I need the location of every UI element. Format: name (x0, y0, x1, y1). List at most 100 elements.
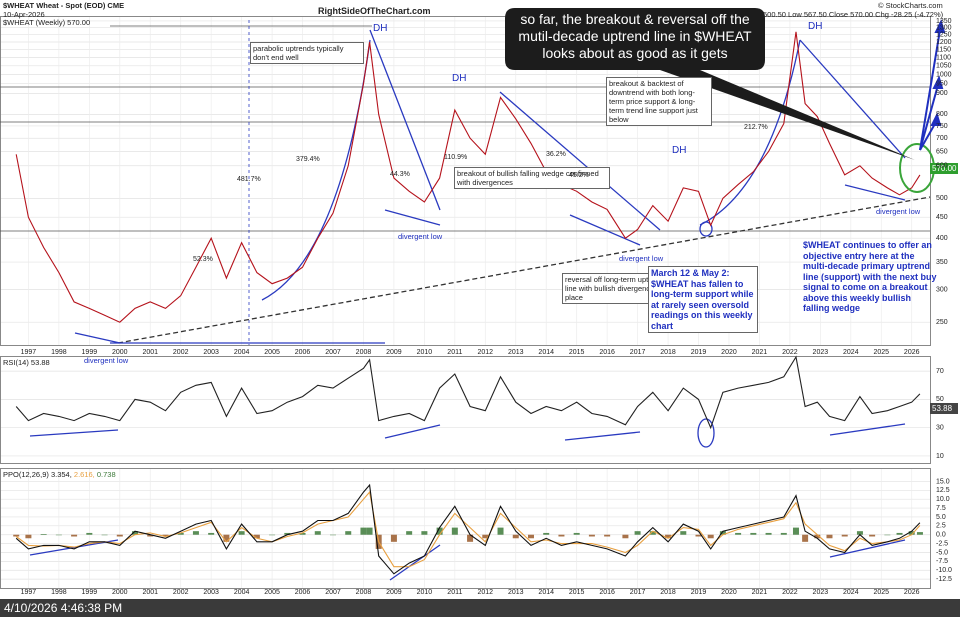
x-tick-label: 2022 (782, 589, 798, 596)
histogram-bar (366, 527, 373, 535)
circle-mark (699, 221, 713, 237)
annotation: 44.3% (390, 171, 410, 178)
x-tick-label: 2011 (447, 589, 462, 596)
y-tick-label: 450 (936, 214, 948, 221)
histogram-bar (665, 534, 672, 539)
annotation: divergent low (876, 207, 921, 216)
x-tick-label: 2004 (234, 349, 250, 356)
y-tick-label: 350 (936, 259, 948, 266)
y-tick-label: 1200 (936, 39, 952, 46)
x-tick-label: 2009 (386, 349, 402, 356)
histogram-bar (856, 531, 863, 535)
x-tick-label: 2019 (691, 589, 707, 596)
histogram-bar (253, 534, 260, 539)
x-tick-label: 2020 (721, 589, 737, 596)
histogram-bar (802, 534, 809, 542)
x-tick-label: 2025 (873, 589, 889, 596)
x-tick-label: 2001 (142, 349, 158, 356)
histogram-bar (497, 527, 504, 535)
header-title: $WHEAT Wheat - Spot (EOD) CME (3, 1, 125, 10)
rsi-trend (829, 423, 906, 436)
trend-line (569, 214, 641, 246)
legend-value: 2.616, (73, 470, 95, 479)
x-tick-label: 2000 (112, 349, 128, 356)
x-tick-label: 1999 (82, 349, 98, 356)
x-tick-label: 1997 (21, 589, 37, 596)
y-tick-label: 15.0 (936, 478, 950, 485)
target-arrows (919, 19, 946, 151)
x-tick-label: 2011 (447, 349, 462, 356)
x-tick-label: 2004 (234, 589, 250, 596)
x-tick-label: 2017 (630, 589, 646, 596)
y-tick-label: 900 (936, 90, 948, 97)
x-tick-label: 2020 (721, 349, 737, 356)
histogram-bar (588, 534, 595, 537)
series-line (15, 490, 921, 568)
y-tick-label: 70 (936, 368, 944, 375)
parabola (261, 39, 371, 301)
annotation: divergent low (84, 356, 129, 365)
x-tick-label: 2013 (508, 589, 524, 596)
y-tick-label: 10.0 (936, 496, 950, 503)
x-tick-label: 2014 (538, 349, 554, 356)
histogram-bar (750, 532, 757, 535)
trend-line (384, 209, 441, 226)
histogram-bar (916, 532, 923, 535)
histogram-bar (314, 531, 321, 535)
arrow (919, 121, 937, 151)
y-tick-label: -2.5 (936, 540, 948, 547)
data-layer (13, 31, 923, 575)
series-line (15, 31, 921, 323)
x-tick-label: 2016 (599, 349, 615, 356)
x-tick-label: 2023 (813, 589, 829, 596)
histogram-bar (634, 531, 641, 535)
histogram-bar (13, 534, 20, 537)
histogram-bar (735, 532, 742, 535)
y-tick-label: 400 (936, 235, 948, 242)
trend-line (844, 184, 906, 201)
annotation: so far, the breakout & reversal off the … (518, 11, 752, 61)
circle-mark (697, 418, 715, 448)
histogram-bar (814, 534, 821, 539)
y-tick-label: -5.0 (936, 549, 948, 556)
histogram-bar (436, 527, 443, 535)
rsi-marker-box (930, 403, 958, 414)
annotation: 52.3% (193, 256, 213, 263)
rsi-trend (29, 429, 119, 437)
parabola (699, 39, 801, 226)
histogram-bar (132, 531, 139, 535)
footer: 4/10/2026 4:46:38 PM (0, 599, 960, 617)
y-tick-label: 600 (936, 163, 948, 170)
histogram-bar (826, 534, 833, 539)
histogram-bar (680, 531, 687, 535)
arrow-head (930, 112, 942, 126)
x-tick-label: 2018 (660, 349, 676, 356)
y-tick-label: 2.5 (936, 523, 946, 530)
annotation: 481.7% (237, 176, 261, 183)
y-tick-label: 0.0 (936, 532, 946, 539)
legend-value: 0.738 (96, 470, 116, 479)
histogram-bar (841, 534, 848, 537)
ppo-panel (0, 468, 931, 589)
y-tick-label: 1050 (936, 63, 952, 70)
histogram-bar (269, 534, 276, 536)
histogram-bar (451, 527, 458, 535)
histogram-bar (223, 534, 230, 542)
histogram-bar (792, 527, 799, 535)
y-tick-label: 12.5 (936, 487, 950, 494)
x-tick-label: 2001 (142, 589, 158, 596)
annotation: DH (672, 145, 687, 156)
x-tick-label: 2019 (691, 349, 707, 356)
histogram-bar (896, 532, 903, 535)
y-tick-label: 300 (936, 286, 948, 293)
x-tick-label: 2002 (173, 349, 189, 356)
price-marker: 570.00 (932, 164, 957, 173)
y-tick-label: 5.0 (936, 514, 946, 521)
y-tick-label: 7.5 (936, 505, 946, 512)
histogram-bar (116, 534, 123, 537)
histogram-bar (208, 532, 215, 535)
histogram-bar (299, 532, 306, 535)
x-tick-label: 1999 (82, 589, 98, 596)
x-tick-label: 2015 (569, 589, 585, 596)
histogram-bar (649, 531, 656, 535)
